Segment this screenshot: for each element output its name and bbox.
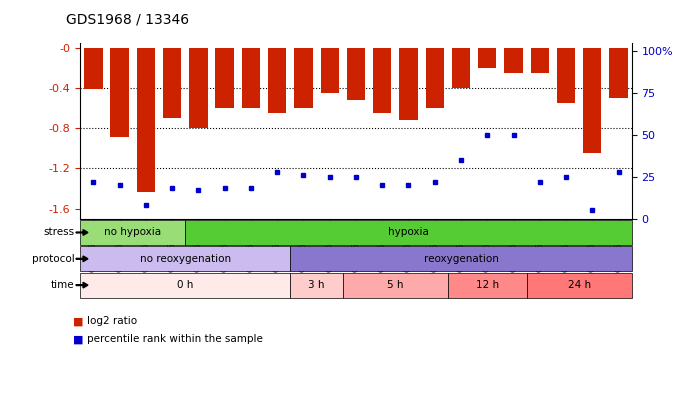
Text: stress: stress	[43, 228, 75, 237]
Text: 3 h: 3 h	[309, 280, 325, 290]
Bar	[583, 47, 602, 153]
Text: 0 h: 0 h	[177, 280, 193, 290]
Text: protocol: protocol	[32, 254, 75, 264]
Text: percentile rank within the sample: percentile rank within the sample	[87, 335, 263, 344]
Text: reoxygenation: reoxygenation	[424, 254, 498, 264]
Bar	[557, 47, 575, 103]
Bar	[426, 47, 444, 108]
Bar	[399, 47, 417, 120]
Text: time: time	[51, 280, 75, 290]
Text: 12 h: 12 h	[476, 280, 499, 290]
Bar	[505, 47, 523, 73]
Bar	[84, 47, 103, 89]
Bar	[242, 47, 260, 108]
Bar	[478, 47, 496, 68]
Bar	[609, 47, 628, 98]
Text: no reoxygenation: no reoxygenation	[140, 254, 231, 264]
Bar	[163, 47, 181, 118]
Bar	[452, 47, 470, 88]
Bar	[110, 47, 129, 137]
Text: 5 h: 5 h	[387, 280, 403, 290]
Text: no hypoxia: no hypoxia	[104, 228, 161, 237]
Bar	[216, 47, 234, 108]
Bar	[320, 47, 339, 93]
Text: ■: ■	[73, 335, 84, 344]
Bar	[189, 47, 207, 128]
Bar	[530, 47, 549, 73]
Bar	[137, 47, 155, 192]
Text: GDS1968 / 13346: GDS1968 / 13346	[66, 12, 189, 26]
Bar	[347, 47, 365, 100]
Bar	[268, 47, 286, 113]
Text: log2 ratio: log2 ratio	[87, 316, 138, 326]
Text: ■: ■	[73, 316, 84, 326]
Bar	[373, 47, 392, 113]
Bar	[295, 47, 313, 108]
Text: 24 h: 24 h	[567, 280, 591, 290]
Text: hypoxia: hypoxia	[388, 228, 429, 237]
